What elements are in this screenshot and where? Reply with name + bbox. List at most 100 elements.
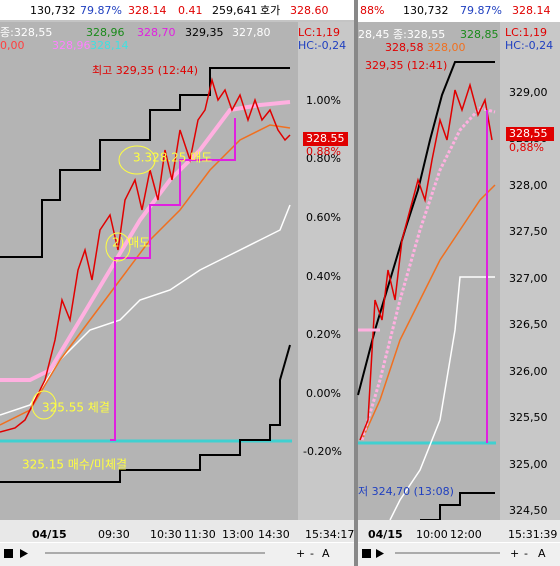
y-tick-label: 0.60%	[306, 211, 341, 224]
header-value: 88%	[360, 4, 384, 17]
legend: 329,35	[185, 26, 224, 39]
stop-button[interactable]	[4, 549, 13, 558]
zoom-in[interactable]: +	[296, 547, 305, 560]
y-tick-label: -0.20%	[303, 445, 342, 458]
left-plot	[0, 22, 298, 520]
white-line	[389, 276, 495, 521]
header-value: 328.14	[128, 4, 167, 17]
y-tick-label: 327,00	[509, 272, 548, 285]
y-tick-label: 0.40%	[306, 270, 341, 283]
toolbar	[0, 543, 354, 566]
x-tick-label: 04/15	[32, 528, 67, 541]
header-value: 0.41	[178, 4, 203, 17]
price-line	[359, 82, 493, 441]
legend: 0,00	[0, 39, 25, 52]
left-header: 130,732 79.87% 328.14 0.41 259,641 호가 32…	[30, 4, 329, 17]
legend: 328,14	[90, 39, 129, 52]
y-tick-label: 329,00	[509, 86, 548, 99]
right-axis	[500, 22, 560, 520]
x-tick-label: 14:30	[258, 528, 290, 541]
y-tick-label: 326,50	[509, 318, 548, 331]
zoom-out[interactable]: -	[310, 547, 314, 560]
legend: 328,58	[385, 41, 424, 54]
annotation: 2) 매도	[112, 236, 150, 250]
header-value: 130,732	[403, 4, 449, 17]
y-tick-label: 0.00%	[306, 387, 341, 400]
change: 0,88%	[509, 141, 544, 154]
price-box	[506, 127, 554, 141]
annotation: 325.15 매수/미체결	[22, 458, 127, 472]
x-tick-label: 09:30	[98, 528, 130, 541]
y-tick-label: 325,50	[509, 411, 548, 424]
play-button[interactable]	[20, 549, 28, 558]
y-tick-label: 1.00%	[306, 94, 341, 107]
legend: 328,70	[137, 26, 176, 39]
legend: 328,96	[52, 39, 91, 52]
header-value: 79.87%	[460, 4, 502, 17]
price: 328.55	[306, 132, 345, 145]
x-tick-label: 10:30	[150, 528, 182, 541]
y-tick-label: 328,00	[509, 179, 548, 192]
ma-line	[361, 184, 496, 441]
annotation: 저 324,70 (13:08)	[358, 485, 454, 498]
pink-line	[0, 100, 291, 382]
header-label: 호가	[260, 4, 280, 17]
y-tick-label: 0.80%	[306, 152, 341, 165]
y-tick-label: 0.20%	[306, 328, 341, 341]
auto[interactable]: A	[538, 547, 546, 560]
y-tick-label: 326,00	[509, 365, 548, 378]
stop-button[interactable]	[362, 549, 371, 558]
legend: 28,45 종:328,55	[358, 28, 445, 41]
lc: LC:1,19	[505, 26, 547, 39]
header-value: 328.60	[290, 4, 329, 17]
y-tick-label: 324,50	[509, 504, 548, 517]
left-y-axis: 1.00% 0.80% 0.60% 0.40% 0.20% 0.00% -0.2…	[303, 94, 342, 458]
left-lines	[0, 67, 292, 483]
toolbar	[358, 543, 560, 566]
separator	[354, 0, 358, 566]
legend: 328,00	[427, 41, 466, 54]
annotation: 325.55 체결	[42, 401, 110, 415]
x-tick-label: 04/15	[368, 528, 403, 541]
marker	[118, 145, 156, 175]
annotation: 329,35 (12:41)	[365, 59, 447, 72]
y-tick-label: 325,00	[509, 458, 548, 471]
x-axis	[358, 520, 560, 542]
x-tick-label: 15:31:39	[508, 528, 557, 541]
price: 328,55	[509, 127, 548, 140]
hc: HC:-0,24	[298, 39, 346, 52]
header-value: 328.14	[512, 4, 551, 17]
legend: 327,80	[232, 26, 271, 39]
left-axis	[298, 22, 354, 520]
order-line	[110, 118, 236, 441]
x-tick-label: 13:00	[222, 528, 254, 541]
change: 0.88%	[306, 145, 341, 158]
legend: 종:328,55	[0, 26, 52, 39]
legend: 328,96	[86, 26, 125, 39]
auto[interactable]: A	[322, 547, 330, 560]
y-tick-label: 327,50	[509, 225, 548, 238]
legend: 328,85	[460, 28, 499, 41]
right-y-axis: 329,00 328,50 328,00 327,50 327,00 326,5…	[509, 86, 548, 517]
x-tick-label: 11:30	[184, 528, 216, 541]
right-plot	[358, 22, 500, 520]
marker	[105, 232, 131, 262]
x-tick-label: 10:00	[416, 528, 448, 541]
header-value: 130,732	[30, 4, 76, 17]
price-box	[303, 132, 348, 146]
upper-band	[0, 67, 290, 258]
x-axis	[0, 520, 354, 542]
x-tick-label: 15:34:17	[305, 528, 354, 541]
zoom-out[interactable]: -	[524, 547, 528, 560]
price-line	[0, 77, 291, 433]
marker	[31, 390, 57, 420]
hc: HC:-0,24	[505, 39, 553, 52]
header-value: 259,641	[212, 4, 258, 17]
lc: LC:1,19	[298, 26, 340, 39]
play-button[interactable]	[376, 549, 384, 558]
annotation: 3.328.25 매도	[133, 151, 212, 165]
zoom-in[interactable]: +	[510, 547, 519, 560]
lower-band	[0, 344, 291, 483]
